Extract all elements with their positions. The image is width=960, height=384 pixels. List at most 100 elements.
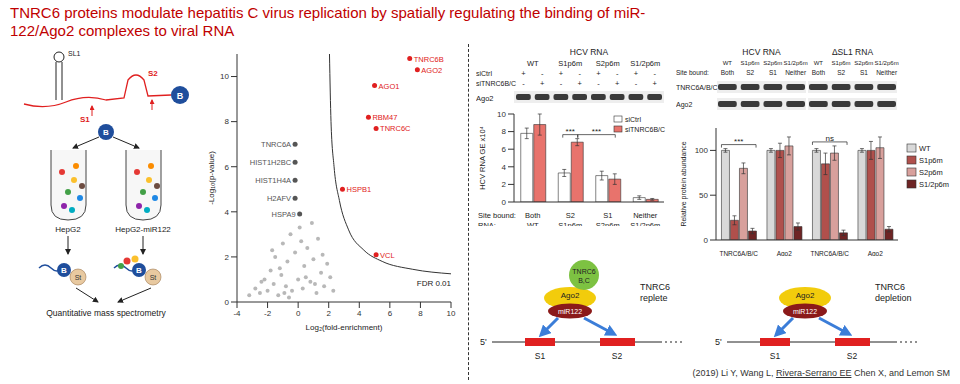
svg-text:HCV RNA GE x10⁴: HCV RNA GE x10⁴ bbox=[478, 126, 487, 190]
svg-text:St: St bbox=[150, 274, 157, 281]
svg-text:0: 0 bbox=[502, 198, 507, 207]
svg-text:S1p6m: S1p6m bbox=[832, 60, 851, 66]
svg-text:replete: replete bbox=[640, 293, 668, 303]
svg-text:+: + bbox=[540, 79, 545, 88]
svg-text:0: 0 bbox=[225, 298, 230, 307]
svg-text:-2: -2 bbox=[264, 309, 272, 318]
svg-text:B: B bbox=[177, 91, 184, 101]
svg-text:TNRC6A/B/C: TNRC6A/B/C bbox=[810, 250, 849, 256]
svg-text:0: 0 bbox=[704, 236, 709, 245]
svg-text:HepG2-miR122: HepG2-miR122 bbox=[115, 225, 171, 234]
svg-text:6: 6 bbox=[225, 163, 230, 172]
svg-text:Site bound:: Site bound: bbox=[478, 211, 516, 220]
svg-text:HCV RNA: HCV RNA bbox=[570, 47, 609, 57]
svg-text:WT: WT bbox=[919, 144, 931, 153]
svg-text:S1p6m: S1p6m bbox=[558, 221, 582, 226]
svg-text:siCtrl: siCtrl bbox=[625, 116, 641, 123]
svg-text:S1: S1 bbox=[80, 115, 90, 124]
svg-text:+: + bbox=[521, 69, 526, 78]
svg-text:Site bound:: Site bound: bbox=[676, 69, 709, 76]
svg-text:TNRC6: TNRC6 bbox=[640, 282, 670, 292]
svg-text:8: 8 bbox=[225, 117, 230, 126]
svg-text:miR122: miR122 bbox=[793, 308, 817, 315]
svg-text:Both: Both bbox=[721, 69, 735, 76]
svg-text:siTNRC6B/C: siTNRC6B/C bbox=[625, 126, 665, 133]
svg-text:HCV RNA: HCV RNA bbox=[742, 47, 781, 57]
svg-text:S1: S1 bbox=[770, 351, 781, 361]
svg-text:siTNRC6B/C: siTNRC6B/C bbox=[476, 80, 516, 87]
svg-text:10: 10 bbox=[220, 72, 229, 81]
svg-text:HepG2: HepG2 bbox=[55, 225, 81, 234]
svg-text:S1p6m: S1p6m bbox=[919, 156, 943, 165]
svg-text:-: - bbox=[635, 79, 638, 88]
svg-text:Quantitative mass spectrometry: Quantitative mass spectrometry bbox=[46, 308, 166, 318]
svg-text:S1p6m: S1p6m bbox=[741, 60, 760, 66]
svg-text:S1/2p6m: S1/2p6m bbox=[784, 60, 808, 66]
svg-text:S1: S1 bbox=[769, 69, 777, 76]
svg-text:Ago2: Ago2 bbox=[676, 101, 692, 109]
svg-text:S1: S1 bbox=[860, 69, 868, 76]
svg-text:-: - bbox=[541, 69, 544, 78]
svg-text:-: - bbox=[597, 79, 600, 88]
svg-text:siCtrl: siCtrl bbox=[476, 70, 492, 77]
svg-text:2: 2 bbox=[326, 309, 331, 318]
svg-text:-: - bbox=[653, 69, 656, 78]
svg-text:Both: Both bbox=[812, 69, 826, 76]
svg-text:4: 4 bbox=[357, 309, 362, 318]
svg-text:AGO2: AGO2 bbox=[421, 66, 442, 75]
svg-text:RBM47: RBM47 bbox=[372, 113, 397, 122]
svg-text:B: B bbox=[61, 266, 67, 275]
svg-text:ns: ns bbox=[826, 134, 834, 143]
svg-text:4: 4 bbox=[225, 208, 230, 217]
svg-text:Ago2: Ago2 bbox=[561, 291, 580, 300]
svg-text:Neither: Neither bbox=[785, 69, 807, 76]
svg-text:TNRC6A: TNRC6A bbox=[261, 140, 291, 149]
svg-text:-Log₁₀(p-value): -Log₁₀(p-value) bbox=[207, 151, 216, 205]
svg-text:8: 8 bbox=[418, 309, 423, 318]
svg-text:S2: S2 bbox=[837, 69, 845, 76]
svg-text:5': 5' bbox=[480, 337, 487, 347]
svg-text:-: - bbox=[560, 79, 563, 88]
svg-text:S2: S2 bbox=[847, 351, 858, 361]
svg-text:S1: S1 bbox=[535, 351, 546, 361]
svg-text:TNRC6: TNRC6 bbox=[572, 268, 595, 275]
svg-text:100: 100 bbox=[695, 146, 709, 155]
svg-text:VCL: VCL bbox=[380, 251, 395, 260]
svg-text:+: + bbox=[577, 79, 582, 88]
svg-text:2: 2 bbox=[502, 180, 507, 189]
svg-text:-: - bbox=[522, 79, 525, 88]
svg-text:HSPB1: HSPB1 bbox=[346, 185, 371, 194]
svg-text:TNRC6A/B/C: TNRC6A/B/C bbox=[719, 250, 758, 256]
svg-text:ΔSL1 RNA: ΔSL1 RNA bbox=[832, 47, 873, 57]
svg-text:+: + bbox=[634, 69, 639, 78]
svg-text:Relative protein abundance: Relative protein abundance bbox=[680, 141, 688, 226]
svg-text:TNRC6B: TNRC6B bbox=[414, 55, 444, 64]
svg-text:FDR 0.01: FDR 0.01 bbox=[417, 279, 452, 288]
svg-text:0: 0 bbox=[296, 309, 301, 318]
svg-text:miR122: miR122 bbox=[558, 308, 582, 315]
svg-text:-: - bbox=[616, 69, 619, 78]
svg-text:S2p6m: S2p6m bbox=[596, 221, 620, 226]
svg-text:HSPA9: HSPA9 bbox=[272, 210, 296, 219]
svg-text:Ago2: Ago2 bbox=[476, 94, 494, 103]
svg-text:-4: -4 bbox=[233, 309, 241, 318]
svg-text:S2p6m: S2p6m bbox=[596, 59, 620, 68]
svg-text:2: 2 bbox=[225, 253, 230, 262]
svg-text:8: 8 bbox=[502, 127, 507, 136]
svg-text:S1/2p6m: S1/2p6m bbox=[630, 59, 660, 68]
svg-text:B: B bbox=[103, 128, 109, 137]
svg-text:Neither: Neither bbox=[876, 69, 898, 76]
svg-text:6: 6 bbox=[502, 145, 507, 154]
svg-text:S2p6m: S2p6m bbox=[763, 60, 782, 66]
svg-text:10: 10 bbox=[497, 110, 506, 119]
svg-text:AGO1: AGO1 bbox=[379, 82, 400, 91]
svg-text:***: *** bbox=[734, 137, 743, 146]
svg-text:6: 6 bbox=[388, 309, 393, 318]
svg-text:WT: WT bbox=[814, 60, 824, 66]
svg-text:St: St bbox=[75, 274, 82, 281]
svg-text:10: 10 bbox=[447, 309, 456, 318]
svg-text:4: 4 bbox=[502, 163, 507, 172]
svg-text:S2p6m: S2p6m bbox=[919, 168, 943, 177]
svg-text:+: + bbox=[652, 79, 657, 88]
svg-text:Neither: Neither bbox=[633, 211, 658, 220]
